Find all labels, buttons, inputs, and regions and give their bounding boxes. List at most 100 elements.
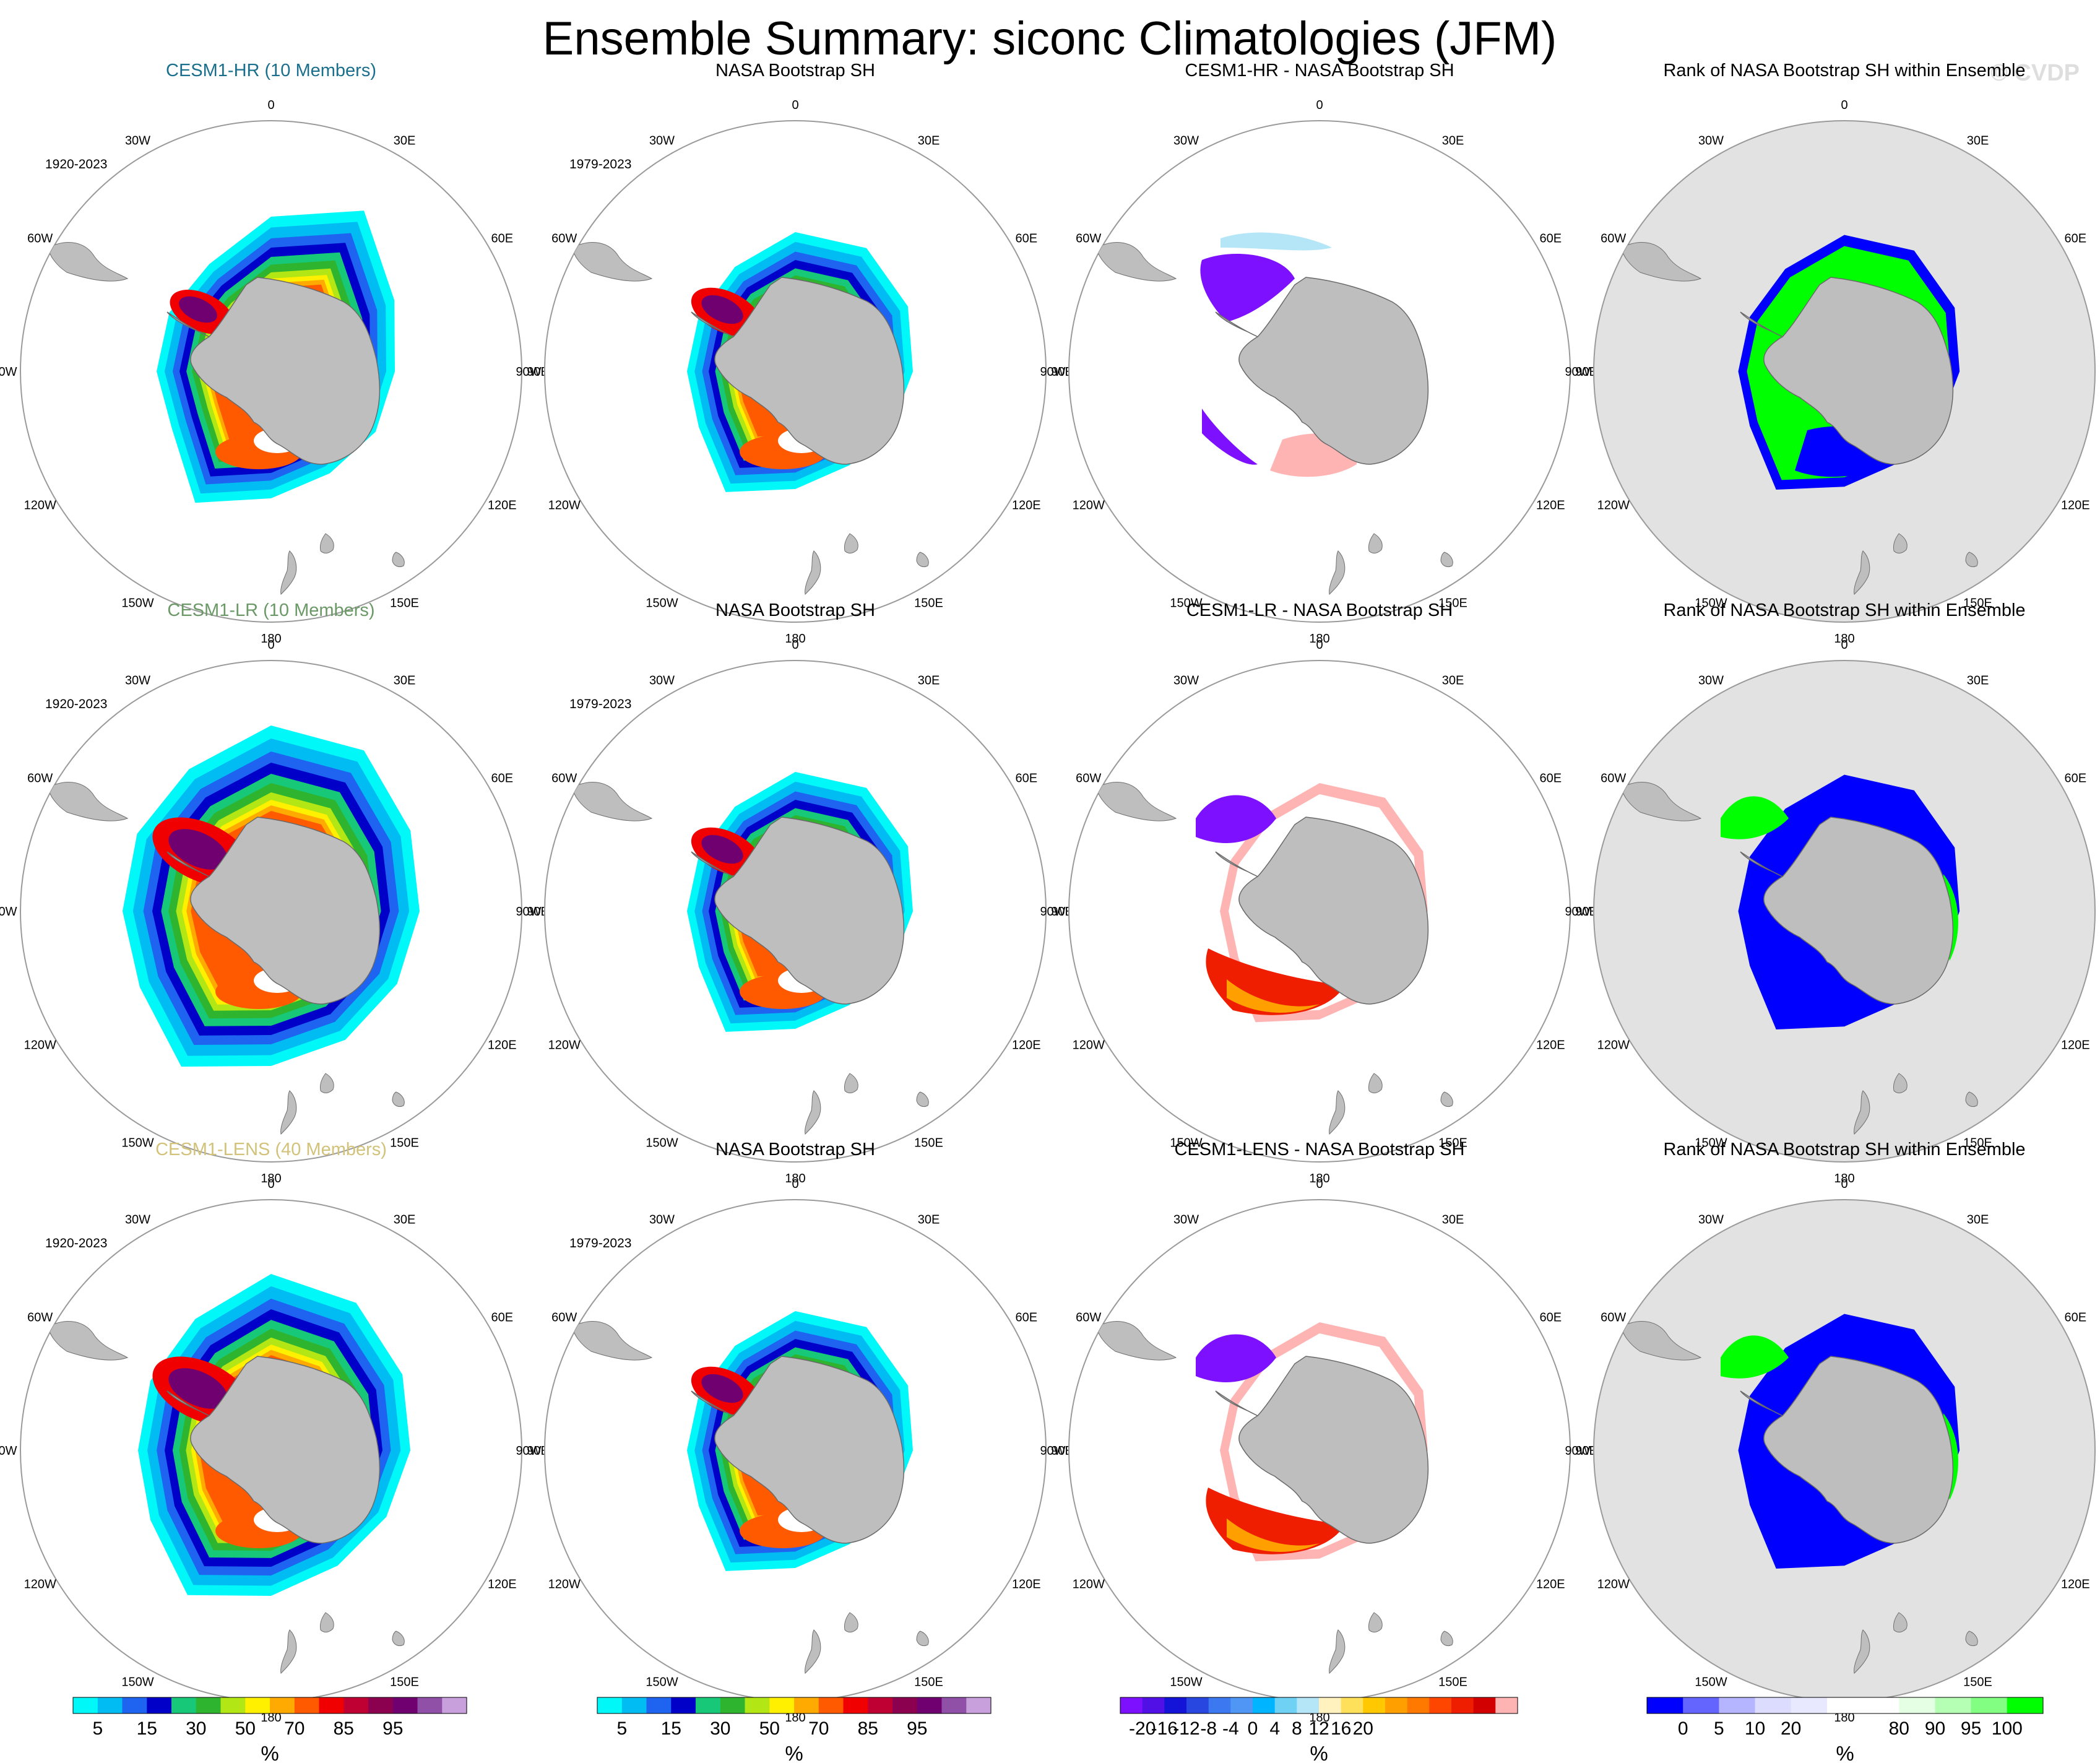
lon-tick-label: 0 xyxy=(792,1177,798,1191)
lon-tick-label: 120E xyxy=(488,499,517,513)
lon-tick-label: 60E xyxy=(1540,1311,1562,1325)
colorbar-label: 50 xyxy=(759,1718,780,1739)
colorbar-swatch xyxy=(917,1697,943,1713)
lon-tick-label: 150W xyxy=(1695,1675,1727,1689)
colorbar-swatch xyxy=(868,1697,893,1713)
colorbar-swatch xyxy=(368,1697,394,1713)
lon-tick-label: 90E xyxy=(1575,365,1597,379)
obs-panel-title: NASA Bootstrap SH xyxy=(715,600,875,620)
lon-tick-label: 60E xyxy=(1016,232,1038,246)
lon-tick-label: 120W xyxy=(1597,1039,1630,1052)
lon-tick-label: 180 xyxy=(1834,1711,1854,1725)
lon-tick-label: 60E xyxy=(1016,772,1038,786)
model-years-label: 1920-2023 xyxy=(45,1236,107,1250)
lon-tick-label: 90W xyxy=(1040,1444,1065,1458)
colorbar-swatch xyxy=(2007,1697,2044,1713)
lon-tick-label: 120W xyxy=(24,1039,56,1052)
lon-tick-label: 30E xyxy=(1442,674,1464,688)
lon-tick-label: 0 xyxy=(1316,1177,1323,1191)
figure-title: Ensemble Summary: siconc Climatologies (… xyxy=(543,12,1557,65)
lon-tick-label: 60W xyxy=(27,772,53,786)
map-panel-r2c4: 0 30E 60E 90E 120E 150E 180 150W 120W 90W 60W 30W xyxy=(1565,638,2096,1185)
lon-tick-label: 30W xyxy=(1173,134,1199,148)
colorbar-swatch xyxy=(1429,1697,1452,1713)
weddell-core xyxy=(701,1374,743,1403)
colorbar-swatch xyxy=(1826,1697,1864,1713)
lon-tick-label: 30W xyxy=(649,674,675,688)
map-panel-r1c1: 0 30E 60E 90E 120E 150E 180 150W 120W 90W 60W 30W xyxy=(0,98,549,646)
colorbar-swatch xyxy=(1319,1697,1342,1713)
colorbar-swatch xyxy=(621,1697,647,1713)
colorbar-label: -16 xyxy=(1151,1718,1178,1739)
colorbar-frame xyxy=(1646,1697,2044,1714)
lon-tick-label: 90W xyxy=(0,365,17,379)
map-panel-r2c2: 0 30E 60E 90E 120E 150E 180 150W 120W 90W 60W 30W xyxy=(516,638,1073,1185)
colorbar-swatch xyxy=(97,1697,123,1713)
lon-tick-label: 0 xyxy=(1841,638,1847,652)
lon-tick-label: 30W xyxy=(1698,134,1724,148)
lon-tick-label: 150E xyxy=(1438,596,1467,610)
lon-tick-label: 120W xyxy=(1597,499,1630,513)
lon-tick-label: 120W xyxy=(548,1578,581,1592)
colorbar-swatch xyxy=(794,1697,819,1713)
lon-tick-label: 30W xyxy=(649,134,675,148)
colorbar-swatch xyxy=(1791,1697,1828,1713)
diff-panel-title: CESM1-HR - NASA Bootstrap SH xyxy=(1185,61,1454,80)
colorbar-label: 15 xyxy=(661,1718,681,1739)
colorbar-swatch xyxy=(147,1697,172,1713)
colorbar-swatch xyxy=(745,1697,770,1713)
lon-tick-label: 120W xyxy=(1073,499,1105,513)
lon-tick-label: 90W xyxy=(0,905,17,919)
lon-tick-label: 30E xyxy=(1442,134,1464,148)
rank-panel-title: Rank of NASA Bootstrap SH within Ensembl… xyxy=(1663,1140,2025,1159)
lon-tick-label: 30E xyxy=(394,134,416,148)
diff-ross-edge xyxy=(1227,979,1320,1013)
lon-tick-label: 120E xyxy=(2061,1039,2090,1052)
colorbar-swatch xyxy=(1341,1697,1363,1713)
colorbar-swatch xyxy=(1495,1697,1518,1713)
obs-years-label: 1979-2023 xyxy=(569,157,631,171)
colorbar-rank: 0 5 10 20 80 90 95 100% xyxy=(1646,1697,2044,1763)
lon-tick-label: 120E xyxy=(1536,499,1565,513)
lon-tick-label: 30E xyxy=(918,674,940,688)
lon-tick-label: 150E xyxy=(914,1136,943,1150)
colorbar-swatch xyxy=(646,1697,672,1713)
map-panel-r2c1: 0 30E 60E 90E 120E 150E 180 150W 120W 90W 60W 30W xyxy=(0,638,549,1185)
lon-tick-label: 180 xyxy=(1309,1172,1329,1185)
rank-panel-title: Rank of NASA Bootstrap SH within Ensembl… xyxy=(1663,61,2025,80)
colorbar-swatch xyxy=(122,1697,147,1713)
colorbar-label: -12 xyxy=(1173,1718,1199,1739)
colorbar-swatch xyxy=(1120,1697,1143,1713)
lon-tick-label: 60W xyxy=(27,1311,53,1325)
colorbar-swatch xyxy=(671,1697,696,1713)
lon-tick-label: 30W xyxy=(125,674,150,688)
lon-tick-label: 90E xyxy=(1575,1444,1597,1458)
colorbar-swatch xyxy=(1719,1697,1756,1713)
colorbar-label: 50 xyxy=(235,1718,256,1739)
colorbar-swatch xyxy=(245,1697,270,1713)
diff-panel-title: CESM1-LR - NASA Bootstrap SH xyxy=(1186,600,1453,620)
lon-tick-label: 0 xyxy=(267,1177,274,1191)
lon-tick-label: 60W xyxy=(1601,1311,1626,1325)
diff-amundsen xyxy=(1202,409,1258,465)
lon-tick-label: 150W xyxy=(646,596,678,610)
colorbar-swatch xyxy=(1451,1697,1474,1713)
diff-weddell xyxy=(1196,1334,1276,1382)
diff-ross-edge xyxy=(1227,1518,1320,1552)
colorbar-swatch xyxy=(1647,1697,1683,1713)
colorbar-label: 30 xyxy=(186,1718,206,1739)
lon-tick-label: 30W xyxy=(125,134,150,148)
lon-tick-label: 90W xyxy=(516,1444,541,1458)
diff-weddell xyxy=(1196,795,1276,843)
colorbar-swatch xyxy=(1274,1697,1297,1713)
colorbar-unit: % xyxy=(261,1742,279,1763)
lon-tick-label: 150E xyxy=(1963,596,1992,610)
lon-tick-label: 150E xyxy=(914,596,943,610)
lon-tick-label: 0 xyxy=(1841,98,1847,112)
colorbar-swatch xyxy=(1142,1697,1165,1713)
colorbar-label: 95 xyxy=(382,1718,403,1739)
lon-tick-label: 30E xyxy=(394,1213,416,1227)
lon-tick-label: 120E xyxy=(1012,499,1041,513)
lon-tick-label: 90W xyxy=(1565,1444,1590,1458)
lon-tick-label: 150E xyxy=(1963,1136,1992,1150)
